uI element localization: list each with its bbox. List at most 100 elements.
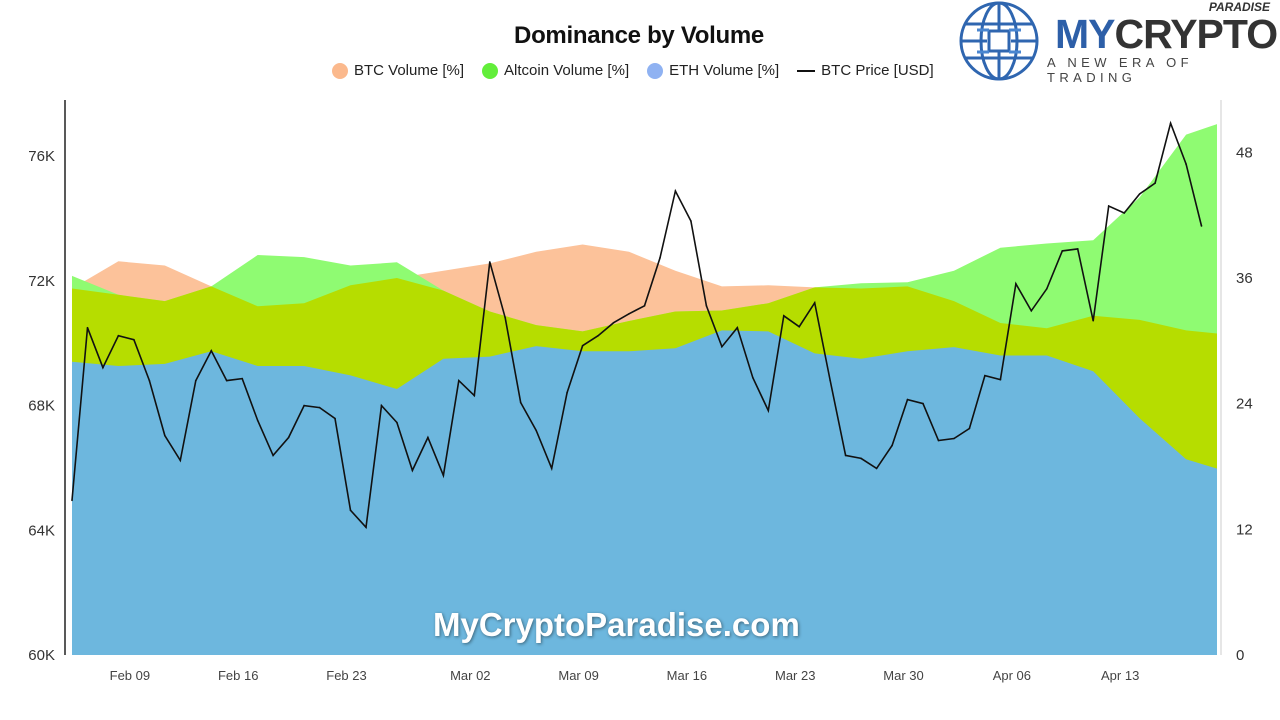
price-point — [891, 444, 893, 447]
price-point — [628, 312, 630, 315]
x-tick-label: Mar 23 — [775, 668, 815, 683]
price-point — [597, 334, 599, 337]
legend-item-btc-volume[interactable]: BTC Volume [%] — [332, 62, 464, 79]
price-point — [102, 366, 104, 369]
price-point — [1076, 248, 1079, 250]
price-point — [164, 434, 166, 437]
price-point — [813, 301, 816, 304]
price-point — [458, 379, 460, 382]
price-point — [659, 257, 661, 259]
price-point — [535, 429, 537, 432]
price-point — [1123, 212, 1125, 214]
legend-label: BTC Price [USD] — [821, 62, 934, 79]
price-point — [1107, 205, 1110, 207]
price-point — [674, 190, 677, 192]
legend-label: BTC Volume [%] — [354, 62, 465, 79]
logo-paradise: PARADISE — [1208, 0, 1270, 14]
price-point — [519, 401, 522, 404]
price-point — [117, 334, 120, 337]
x-tick-label: Mar 02 — [450, 668, 490, 683]
price-point — [566, 391, 568, 394]
price-point — [1015, 283, 1017, 285]
price-point — [287, 436, 290, 439]
left-tick-label: 72K — [28, 273, 55, 290]
price-point — [442, 474, 445, 477]
legend-swatch-btc-price — [797, 69, 816, 72]
price-point — [999, 378, 1002, 381]
price-point — [303, 404, 305, 407]
right-tick-label: 12 — [1236, 521, 1253, 538]
price-point — [365, 526, 367, 529]
x-tick-label: Feb 16 — [218, 668, 258, 683]
price-point — [767, 409, 770, 412]
price-point — [829, 379, 831, 382]
line-btc-price — [71, 120, 1203, 530]
legend-item-altcoin-volume[interactable]: Altcoin Volume [%] — [482, 62, 629, 79]
price-point — [937, 439, 940, 442]
price-point — [922, 402, 924, 405]
price-point — [968, 427, 971, 430]
price-point — [1061, 250, 1064, 252]
price-point — [1045, 288, 1048, 290]
right-tick-label: 48 — [1236, 144, 1253, 161]
price-point — [953, 437, 955, 440]
price-point — [411, 469, 414, 472]
legend-label: Altcoin Volume [%] — [504, 62, 630, 79]
legend-item-eth-volume[interactable]: ETH Volume [%] — [647, 62, 779, 79]
price-point — [71, 499, 73, 502]
price-point — [752, 376, 754, 379]
price-point — [179, 459, 182, 462]
price-point — [782, 314, 785, 317]
watermark: MyCryptoParadise.com — [433, 606, 800, 643]
right-tick-label: 36 — [1236, 270, 1253, 287]
chart-title: Dominance by Volume — [514, 22, 764, 49]
left-tick-label: 68K — [28, 398, 55, 415]
price-point — [427, 436, 429, 439]
globe-chip-icon — [959, 1, 1039, 81]
price-point — [86, 326, 89, 329]
price-point — [210, 349, 213, 352]
left-tick-label: 60K — [28, 647, 55, 664]
price-point — [875, 467, 878, 470]
price-point — [1138, 193, 1141, 195]
logo-tagline: A NEW ERA OF TRADING — [1047, 55, 1193, 85]
price-point — [256, 419, 259, 422]
legend-swatch-btc-volume — [332, 62, 348, 79]
price-point — [1169, 122, 1172, 124]
price-point — [504, 316, 507, 319]
logo-brand: MYCRYPTO — [1055, 14, 1278, 55]
price-point — [133, 338, 135, 341]
price-point — [473, 394, 476, 397]
price-point — [643, 304, 646, 307]
price-point — [736, 326, 739, 329]
x-tick-label: Apr 13 — [1101, 668, 1139, 683]
right-tick-label: 0 — [1236, 647, 1244, 664]
price-point — [225, 379, 228, 382]
logo-crypto: CRYPTO — [1114, 11, 1279, 57]
price-point — [194, 379, 197, 382]
price-point — [705, 304, 708, 307]
price-point — [1185, 163, 1187, 165]
price-point — [690, 220, 692, 222]
price-point — [272, 454, 274, 457]
price-point — [349, 509, 352, 512]
price-point — [860, 457, 862, 460]
price-point — [1030, 309, 1033, 312]
x-tick-label: Feb 09 — [110, 668, 150, 683]
legend-item-btc-price[interactable]: BTC Price [USD] — [797, 62, 934, 79]
x-tick-label: Mar 16 — [667, 668, 707, 683]
x-tick-label: Feb 23 — [326, 668, 366, 683]
legend-label: ETH Volume [%] — [669, 62, 780, 79]
right-tick-label: 24 — [1236, 396, 1253, 413]
price-point — [148, 379, 151, 382]
price-point — [612, 321, 615, 324]
price-point — [241, 377, 244, 380]
price-point — [1154, 182, 1156, 184]
logo-my: MY — [1055, 11, 1115, 57]
brand-logo: PARADISE MYCRYPTO A NEW ERA OF TRADING — [955, 0, 1280, 85]
left-tick-label: 76K — [28, 148, 55, 165]
price-point — [396, 421, 398, 424]
x-tick-label: Mar 09 — [558, 668, 598, 683]
price-point — [550, 467, 553, 470]
